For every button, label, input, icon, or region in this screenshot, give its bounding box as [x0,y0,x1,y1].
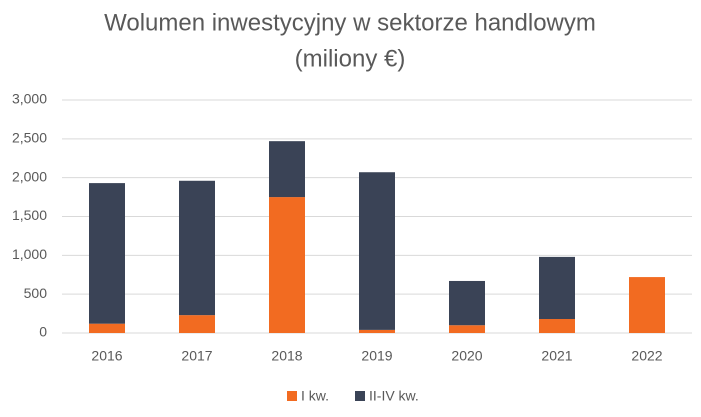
y-tick-label: 0 [39,324,47,340]
x-tick-label: 2020 [451,348,482,364]
bar-segment [179,180,215,316]
legend-swatch [287,391,297,401]
legend-label: I kw. [301,388,329,404]
y-tick-label: 3,000 [12,91,47,107]
legend-swatch [355,391,365,401]
x-tick-label: 2018 [271,348,302,364]
bar-segment [359,329,395,333]
bar-segment [449,280,485,326]
bar-segment [629,277,665,333]
bar-segment [449,325,485,333]
bar-segment [89,183,125,324]
bar-segment [269,141,305,198]
x-tick-label: 2021 [541,348,572,364]
x-tick-label: 2016 [91,348,122,364]
y-tick-label: 2,500 [12,130,47,146]
legend-label: II-IV kw. [369,388,419,404]
y-tick-label: 2,000 [12,168,47,184]
x-tick-label: 2017 [181,348,212,364]
bar-segment [539,319,575,333]
y-tick-label: 500 [24,285,48,301]
bar-segment [89,323,125,333]
bar-segment [269,197,305,333]
bar-segment [179,315,215,333]
x-tick-label: 2022 [631,348,662,364]
y-tick-label: 1,500 [12,207,47,223]
x-tick-label: 2019 [361,348,392,364]
chart-title: Wolumen inwestycyjny w sektorze handlowy… [104,9,596,36]
bar-segment [359,172,395,330]
bar-segment [539,256,575,320]
y-tick-label: 1,000 [12,246,47,262]
chart-subtitle: (miliony €) [295,45,406,72]
